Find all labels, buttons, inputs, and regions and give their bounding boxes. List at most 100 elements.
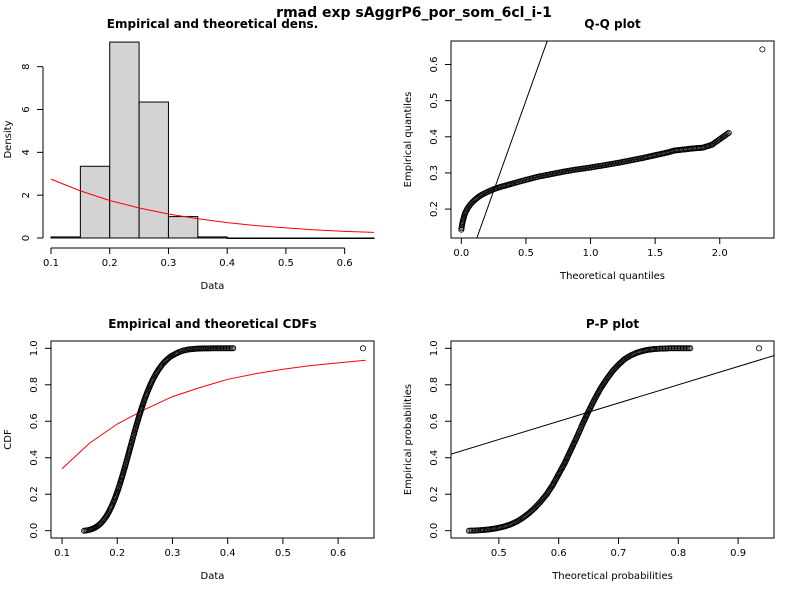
data-point xyxy=(105,508,112,515)
histogram-bar xyxy=(256,237,287,239)
data-point xyxy=(133,421,140,428)
data-point xyxy=(658,150,665,157)
plot-frame xyxy=(450,40,775,239)
histogram-bar xyxy=(197,236,228,239)
panel-title: Empirical and theoretical dens. xyxy=(107,17,318,31)
y-tick-label: 0.8 xyxy=(429,377,440,393)
x-tick-label: 0.0 xyxy=(453,248,469,259)
data-point xyxy=(169,352,176,359)
y-axis-label: CDF xyxy=(3,429,14,450)
data-point xyxy=(519,514,526,521)
histogram-bar xyxy=(138,101,169,239)
x-axis-label: Theoretical quantiles xyxy=(559,271,665,282)
data-point xyxy=(122,461,129,468)
x-tick-label: 0.4 xyxy=(219,258,235,269)
x-tick-label: 0.6 xyxy=(551,548,567,559)
y-tick-label: 0.3 xyxy=(429,165,440,181)
data-point xyxy=(101,515,108,522)
histogram-bar xyxy=(344,237,375,239)
data-point xyxy=(535,173,542,180)
histogram-bar xyxy=(79,165,111,239)
data-point xyxy=(471,527,478,534)
y-tick-label: 0.2 xyxy=(429,201,440,217)
data-point xyxy=(684,146,691,153)
panel-title: P-P plot xyxy=(586,317,639,331)
data-point xyxy=(477,527,484,534)
data-point xyxy=(612,364,619,371)
data-point xyxy=(471,197,478,204)
data-point xyxy=(458,222,465,229)
y-axis-label: Density xyxy=(3,120,14,158)
theoretical-curve xyxy=(50,178,375,233)
data-point xyxy=(657,345,664,352)
histogram-bar xyxy=(167,216,199,239)
data-point xyxy=(626,157,633,164)
data-point xyxy=(690,145,697,152)
data-point xyxy=(587,164,594,171)
x-tick-label: 0.3 xyxy=(161,258,177,269)
data-point xyxy=(537,498,544,505)
data-point xyxy=(465,527,472,534)
x-tick-label: 2.0 xyxy=(712,248,728,259)
x-tick-label: 0.6 xyxy=(330,548,346,559)
data-point xyxy=(467,201,474,208)
y-tick-label: 0.6 xyxy=(429,413,440,429)
data-point xyxy=(141,395,148,402)
data-point xyxy=(490,186,497,193)
data-point xyxy=(479,191,486,198)
panel-title: Q-Q plot xyxy=(584,17,641,31)
x-tick-label: 0.5 xyxy=(275,548,291,559)
x-tick-label: 0.9 xyxy=(730,548,746,559)
data-point xyxy=(533,502,540,509)
data-point xyxy=(639,348,646,355)
plot-frame xyxy=(450,340,775,539)
x-tick-label: 1.5 xyxy=(647,248,663,259)
y-tick-label: 2 xyxy=(21,192,32,198)
data-point xyxy=(613,363,620,370)
data-point xyxy=(672,345,679,352)
y-tick-label: 0.2 xyxy=(29,486,40,502)
x-tick-label: 0.8 xyxy=(670,548,686,559)
plot-frame xyxy=(50,340,375,539)
panel-qq: 0.0 0.5 1.0 1.5 2.0 0.2 0.3 0.4 0.5 0.6 Q-Q plot Th… xyxy=(403,17,775,282)
data-point xyxy=(615,361,622,368)
data-point xyxy=(103,513,110,520)
data-point xyxy=(522,176,529,183)
theoretical-curve xyxy=(61,359,366,470)
data-point xyxy=(603,376,610,383)
y-tick-label: 0.2 xyxy=(429,486,440,502)
y-tick-label: 0 xyxy=(21,235,32,241)
y-tick-label: 0.4 xyxy=(29,450,40,466)
data-point xyxy=(117,480,124,487)
data-point xyxy=(89,525,96,532)
data-point xyxy=(573,434,580,441)
data-point xyxy=(125,451,132,458)
figure-title: rmad exp sAggrP6_por_som_6cl_i-1 xyxy=(276,5,552,21)
y-tick-label: 0.5 xyxy=(429,93,440,109)
x-tick-label: 0.5 xyxy=(491,548,507,559)
data-point xyxy=(561,460,568,467)
data-point xyxy=(119,471,126,478)
data-point xyxy=(359,345,366,352)
data-point xyxy=(497,184,504,191)
data-point xyxy=(633,349,640,356)
x-tick-label: 0.2 xyxy=(109,548,125,559)
data-point xyxy=(230,345,237,352)
y-tick-label: 0.0 xyxy=(429,523,440,539)
data-point xyxy=(180,347,187,354)
histogram-bar xyxy=(109,41,140,239)
data-point xyxy=(489,525,496,532)
data-point xyxy=(525,510,532,517)
data-point xyxy=(208,345,215,352)
data-point xyxy=(645,346,652,353)
data-point xyxy=(144,388,151,395)
data-point xyxy=(687,345,694,352)
y-axis-label: Empirical probabilities xyxy=(403,384,414,495)
panel-pp: 0.5 0.6 0.7 0.8 0.9 0.0 0.2 0.4 0.6 0.8 1.0 P-P plo… xyxy=(403,317,775,582)
y-tick-label: 1.0 xyxy=(29,340,40,356)
data-point xyxy=(484,189,491,196)
data-point xyxy=(510,180,517,187)
data-point xyxy=(677,146,684,153)
data-point xyxy=(651,346,658,353)
